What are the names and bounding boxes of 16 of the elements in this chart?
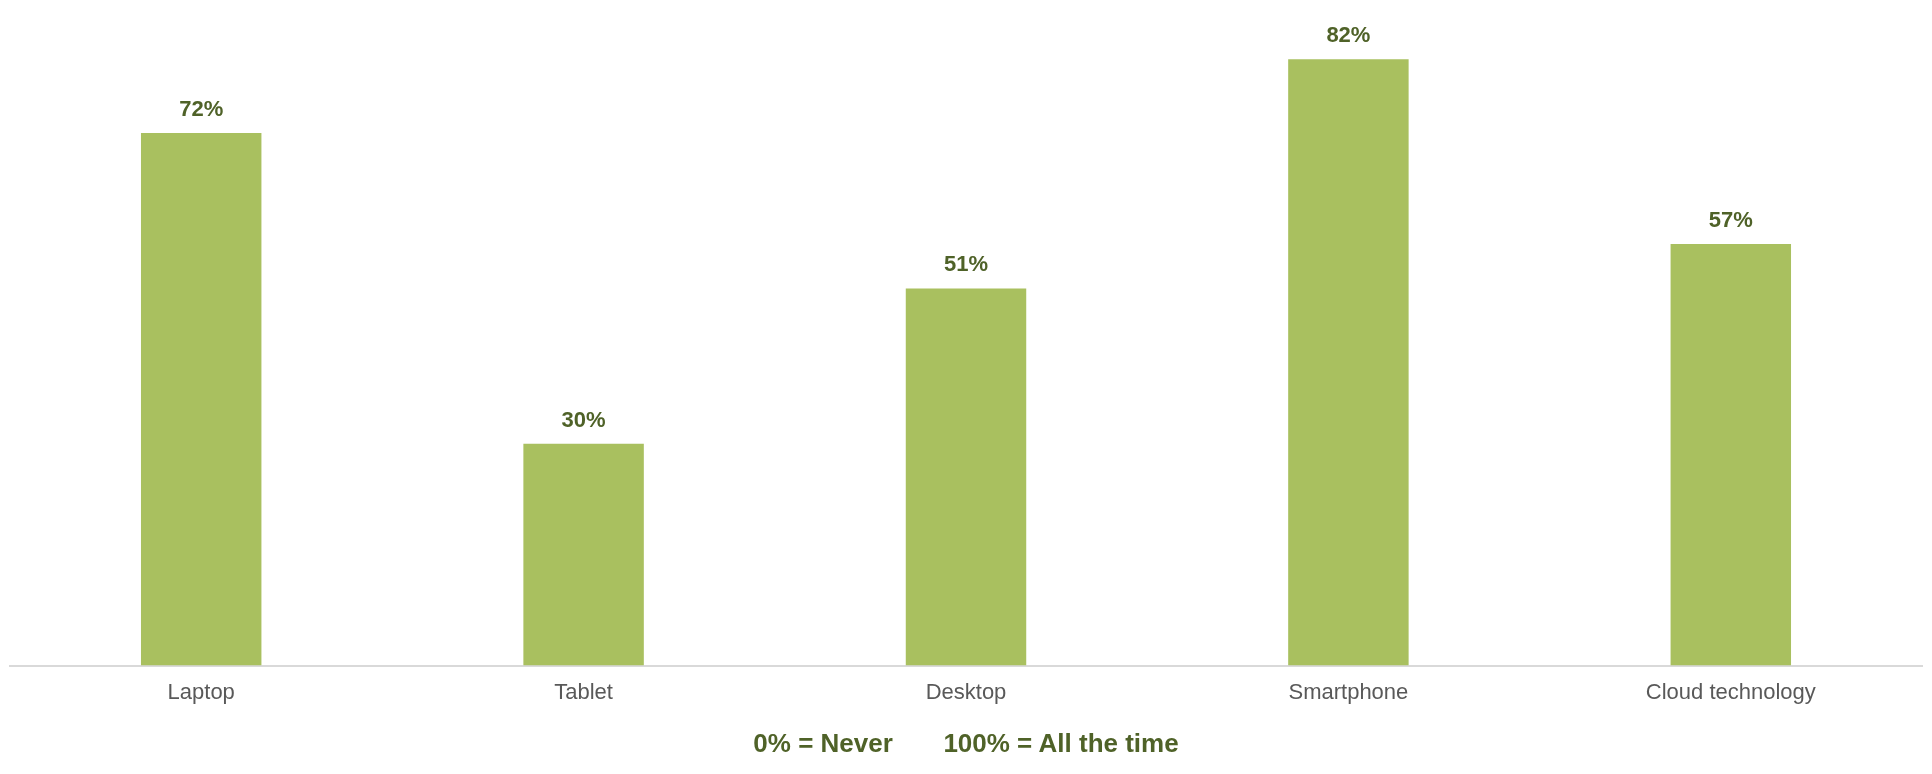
bar: [1670, 244, 1792, 666]
data-label: 30%: [561, 406, 606, 432]
data-label: 82%: [1326, 22, 1371, 48]
x-tick-label: Smartphone: [1288, 678, 1409, 704]
x-tick-label: Laptop: [167, 678, 235, 704]
data-label: 51%: [943, 251, 989, 277]
bar: [1288, 59, 1409, 666]
x-tick-label: Tablet: [554, 678, 613, 704]
x-tick-label: Cloud technology: [1645, 678, 1816, 704]
bar: [140, 133, 262, 666]
x-tick-label: Desktop: [925, 678, 1007, 704]
bar: [523, 443, 644, 666]
bar: [905, 288, 1027, 666]
data-label: 57%: [1708, 207, 1753, 233]
data-label: 72%: [179, 96, 224, 122]
text: 0% = Never 100% = All the time: [752, 728, 1180, 759]
